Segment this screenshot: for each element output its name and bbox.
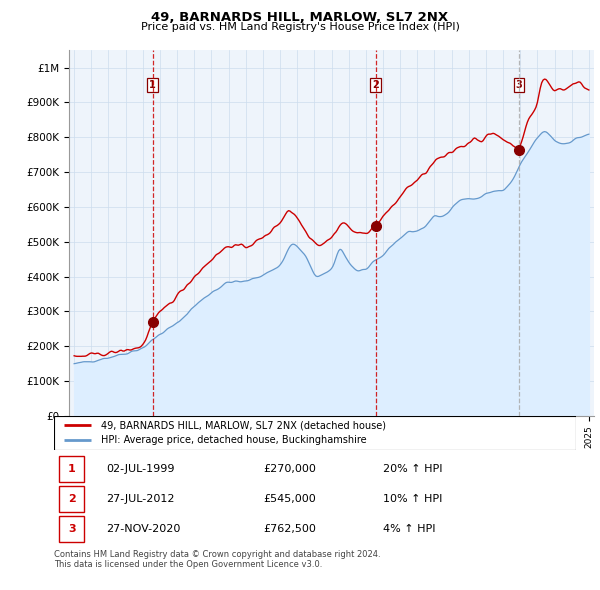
Text: £762,500: £762,500 [263,524,316,534]
Text: 3: 3 [68,524,76,534]
Text: 2: 2 [373,80,379,90]
Bar [59,516,84,542]
Text: 27-NOV-2020: 27-NOV-2020 [106,524,181,534]
Text: 4% ↑ HPI: 4% ↑ HPI [383,524,436,534]
Text: 20% ↑ HPI: 20% ↑ HPI [383,464,442,474]
Text: 02-JUL-1999: 02-JUL-1999 [106,464,175,474]
Text: 1: 1 [149,80,156,90]
Text: Price paid vs. HM Land Registry's House Price Index (HPI): Price paid vs. HM Land Registry's House … [140,22,460,32]
Text: 10% ↑ HPI: 10% ↑ HPI [383,494,442,504]
Text: 2: 2 [68,494,76,504]
Text: 49, BARNARDS HILL, MARLOW, SL7 2NX (detached house): 49, BARNARDS HILL, MARLOW, SL7 2NX (deta… [101,420,386,430]
Bar [59,486,84,512]
Text: £545,000: £545,000 [263,494,316,504]
Text: £270,000: £270,000 [263,464,316,474]
Bar [59,456,84,483]
Text: 3: 3 [515,80,522,90]
Text: 1: 1 [68,464,76,474]
Text: 27-JUL-2012: 27-JUL-2012 [106,494,175,504]
Text: 49, BARNARDS HILL, MARLOW, SL7 2NX: 49, BARNARDS HILL, MARLOW, SL7 2NX [151,11,449,24]
Text: HPI: Average price, detached house, Buckinghamshire: HPI: Average price, detached house, Buck… [101,435,367,445]
Text: Contains HM Land Registry data © Crown copyright and database right 2024.
This d: Contains HM Land Registry data © Crown c… [54,550,380,569]
